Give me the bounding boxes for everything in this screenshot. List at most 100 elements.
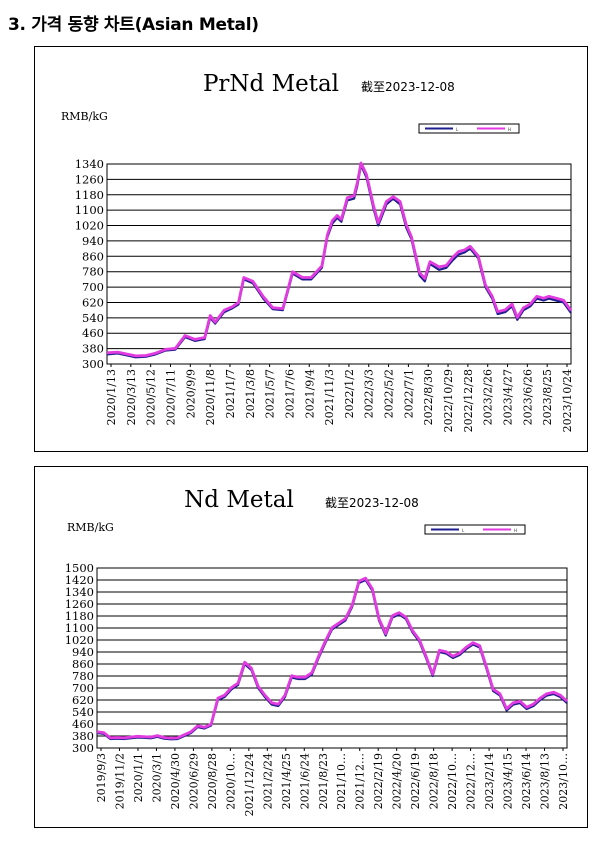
prnd-chart: PrNd Metal 截至2023-12-08 RMB/kG L H 30038… [61,71,574,432]
y-tick-label: 1340 [65,585,94,599]
x-tick-label: 2022/5/2 [383,369,396,418]
x-tick-label: 2020/6/29 [187,753,200,809]
y-axis-unit: RMB/kG [61,110,108,123]
y-tick-label: 1180 [65,609,94,623]
x-tick-label: 2021/7/6 [283,369,296,418]
y-tick-label: 300 [72,741,94,755]
x-tick-label: 2020/10… [224,753,237,810]
x-tick-label: 2023/8/25 [541,369,554,425]
x-tick-label: 2021/10… [335,753,348,810]
x-tick-label: 2021/11/3 [323,369,336,425]
y-tick-label: 1500 [65,561,94,575]
x-tick-label: 2020/7/11 [164,369,177,425]
series-line-h [96,576,568,740]
y-tick-label: 380 [82,342,104,356]
x-tick-label: 2021/5/7 [264,369,277,418]
chart-title: PrNd Metal [203,71,339,97]
x-tick-label: 2020/11/8 [204,369,217,425]
x-tick-label: 2023/2/14 [483,753,496,809]
y-tick-label: 780 [82,265,104,279]
x-tick-label: 2023/4/15 [502,753,515,809]
x-tick-label: 2023/2/26 [482,369,495,425]
chart-legend: L H [418,123,520,134]
plot-frame [106,163,572,365]
x-tick-label: 2019/9/3 [95,753,108,802]
x-tick-label: 2023/8/13 [539,753,552,809]
y-tick-label: 700 [72,681,94,695]
x-tick-label: 2021/1/7 [224,369,237,418]
y-tick-label: 940 [72,645,94,659]
section-heading: 3. 가격 동향 차트(Asian Metal) [8,15,259,35]
y-tick-label: 380 [72,729,94,743]
chart-date-note: 截至2023-12-08 [325,496,419,510]
y-tick-label: 1100 [75,203,104,217]
x-tick-label: 2020/9/9 [184,369,197,418]
x-tick-label: 2023/4/27 [502,369,515,425]
y-tick-label: 620 [82,295,104,309]
x-tick-label: 2022/8/18 [428,753,441,809]
y-tick-label: 940 [82,234,104,248]
x-tick-label: 2023/10… [557,753,570,810]
y-tick-label: 1340 [75,157,104,171]
x-tick-label: 2022/10… [446,753,459,810]
x-tick-label: 2022/3/3 [363,369,376,418]
x-tick-label: 2021/4/25 [280,753,293,809]
x-tick-label: 2020/3/1 [150,753,163,802]
y-tick-label: 1100 [65,621,94,635]
x-tick-label: 2019/11/2 [113,753,126,809]
y-tick-label: 540 [72,705,94,719]
legend-label-high: H [514,528,517,533]
x-tick-label: 2021/3/8 [244,369,257,418]
x-tick-label: 2021/9/4 [303,369,316,418]
nd-chart: Nd Metal 截至2023-12-08 RMB/kG L H 3003804… [65,487,570,816]
x-tick-label: 2022/7/1 [402,369,415,418]
x-tick-label: 2022/4/20 [391,753,404,809]
x-tick-label: 2023/6/14 [520,753,533,809]
x-tick-label: 2021/6/24 [298,753,311,809]
x-tick-label: 2022/12… [465,753,478,810]
y-tick-label: 1020 [65,633,94,647]
y-tick-label: 460 [82,326,104,340]
chart-legend: L H [424,524,526,535]
x-tick-label: 2020/4/30 [169,753,182,809]
plot-frame [96,567,568,749]
x-tick-label: 2020/1/13 [105,369,118,425]
prnd-chart-panel: PrNd Metal 截至2023-12-08 RMB/kG L H 300 38… [34,46,588,452]
legend-label-high: H [508,127,511,132]
series-line-h [106,161,573,358]
y-tick-label: 540 [82,311,104,325]
x-tick-label: 2022/8/30 [422,369,435,425]
x-tick-label: 2020/8/28 [206,753,219,809]
x-tick-label: 2021/12/24 [243,753,256,816]
x-tick-label: 2022/6/19 [409,753,422,809]
chart-title: Nd Metal [184,487,294,513]
x-tick-label: 2022/12/28 [462,369,475,432]
y-tick-label: 860 [82,249,104,263]
y-tick-label: 860 [72,657,94,671]
x-tick-label: 2020/1/1 [132,753,145,802]
x-tick-label: 2022/2/19 [372,753,385,809]
x-tick-label: 2021/12… [354,753,367,810]
x-tick-label: 2022/1/2 [343,369,356,418]
y-tick-label: 780 [72,669,94,683]
series-line-l [106,163,572,359]
x-tick-label: 2023/6/26 [521,369,534,425]
y-tick-label: 620 [72,693,94,707]
y-tick-label: 700 [82,280,104,294]
y-tick-label: 1260 [75,172,104,186]
chart-date-note: 截至2023-12-08 [361,80,455,94]
y-tick-label: 1420 [65,573,94,587]
y-tick-label: 460 [72,717,94,731]
x-tick-label: 2020/3/13 [125,369,138,425]
legend-label-low: L [462,528,465,533]
y-tick-label: 300 [82,357,104,371]
y-axis-unit: RMB/kG [67,521,114,534]
x-tick-label: 2021/8/23 [317,753,330,809]
legend-label-low: L [456,127,459,132]
nd-chart-panel: Nd Metal 截至2023-12-08 RMB/kG L H 300 380 4… [34,466,588,828]
x-tick-label: 2022/10/29 [442,369,455,432]
y-tick-label: 1020 [75,219,104,233]
x-tick-label: 2020/5/12 [145,369,158,425]
